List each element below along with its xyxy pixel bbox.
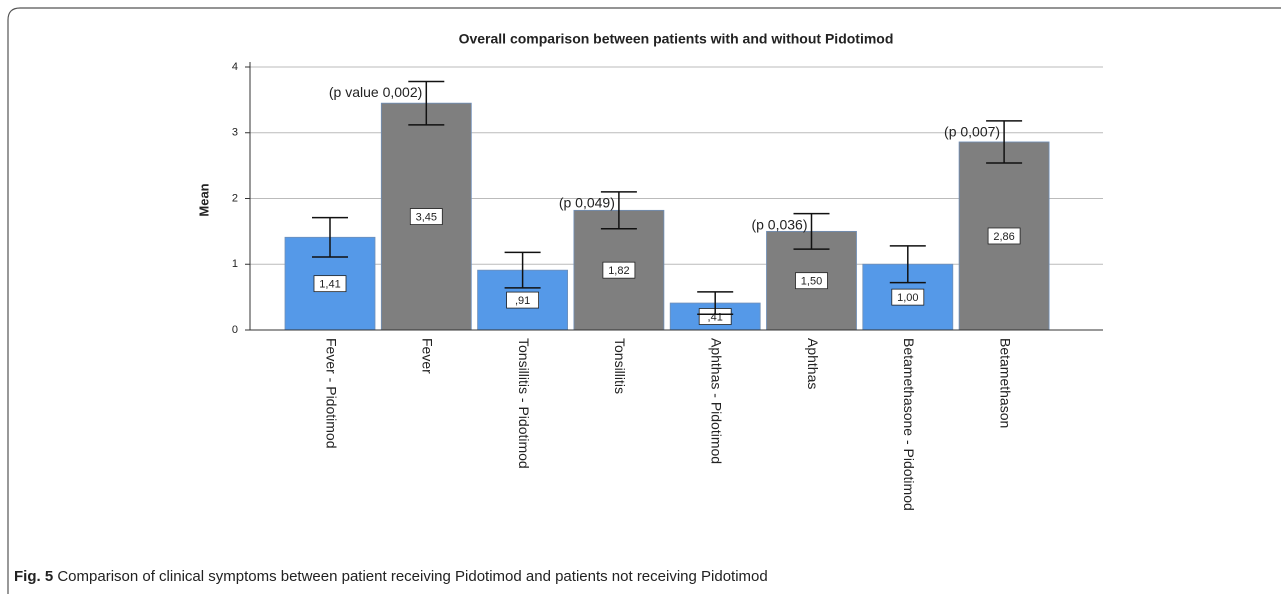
annotation: (p 0,007) xyxy=(944,124,1000,140)
y-tick-label: 0 xyxy=(232,324,238,336)
value-label: 1,41 xyxy=(319,279,340,291)
x-tick-label: Tonsillitis - Pidotimod xyxy=(516,338,532,469)
value-label-box xyxy=(987,227,1021,245)
value-label-box xyxy=(891,288,925,306)
x-tick-label: Fever xyxy=(420,338,436,374)
x-tick-label: Aphthas - Pidotimod xyxy=(708,338,724,464)
value-label-box xyxy=(602,261,636,279)
value-label: 1,82 xyxy=(608,265,629,277)
value-label-box xyxy=(313,275,347,293)
value-label-box xyxy=(409,208,443,225)
x-tick-label: Betamethason xyxy=(997,338,1013,428)
y-axis-label: Mean xyxy=(196,183,211,216)
value-label: ,91 xyxy=(515,295,530,307)
x-tick-label: Fever - Pidotimod xyxy=(323,338,339,448)
y-tick-label: 1 xyxy=(232,258,238,270)
y-tick-label: 3 xyxy=(232,127,238,139)
value-label: 1,00 xyxy=(897,292,918,304)
frame xyxy=(7,7,1281,594)
caption: Fig. 5 Comparison of clinical symptoms b… xyxy=(14,568,768,585)
annotation: (p value 0,002) xyxy=(329,84,422,100)
value-label-box xyxy=(795,272,828,290)
caption-text: Comparison of clinical symptoms between … xyxy=(57,568,767,585)
annotation: (p 0,049) xyxy=(559,195,615,211)
annotation: (p 0,036) xyxy=(751,216,807,232)
chart-title: Overall comparison between patients with… xyxy=(459,31,894,47)
y-tick-label: 2 xyxy=(232,192,238,204)
x-tick-label: Betamethasone - Pidotimod xyxy=(901,338,917,511)
caption-label: Fig. 5 xyxy=(14,568,53,585)
value-label: 2,86 xyxy=(993,231,1014,243)
value-label: 1,50 xyxy=(801,276,822,288)
value-label-box xyxy=(506,291,540,309)
x-tick-label: Tonsillitis xyxy=(612,338,628,394)
value-label: 3,45 xyxy=(416,211,437,223)
y-tick-label: 4 xyxy=(232,61,238,73)
x-tick-label: Aphthas xyxy=(805,338,821,389)
